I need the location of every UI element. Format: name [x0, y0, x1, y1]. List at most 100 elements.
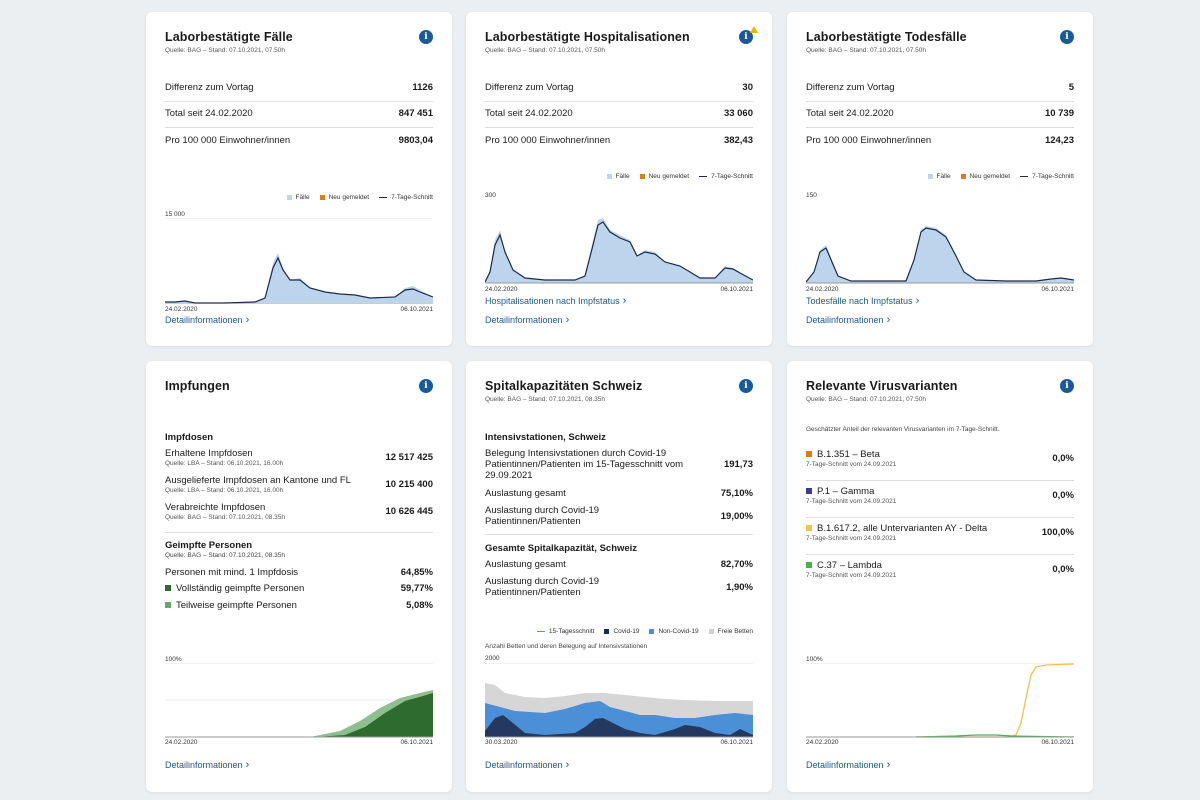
variant-row: P.1 – Gamma 7-Tage-Schnitt vom 24.09.2021… [806, 486, 1074, 505]
x-axis-start: 24.02.2020 [806, 286, 839, 293]
info-icon[interactable]: i [1060, 30, 1074, 44]
icu-row: Belegung Intensivstationen durch Covid-1… [485, 448, 753, 481]
card-hospital-capacity: Spitalkapazitäten Schweiz Quelle: BAG – … [466, 361, 772, 792]
detail-link[interactable]: Detailinformationen [165, 314, 249, 326]
x-axis-end: 06.10.2021 [720, 739, 753, 746]
chart-legend: 15-Tagesschnitt Covid-19 Non-Covid-19 Fr… [536, 628, 753, 635]
total-row: Auslastung durch Covid-19 Patientinnen/P… [485, 576, 753, 598]
divider [485, 127, 753, 128]
x-axis-end: 06.10.2021 [400, 306, 433, 313]
variant-beta-icon [806, 451, 812, 457]
detail-link[interactable]: Detailinformationen [806, 759, 890, 771]
divider [806, 517, 1074, 518]
legend-cases: Fälle [286, 194, 310, 201]
info-icon[interactable]: i [739, 30, 753, 44]
divider [485, 101, 753, 102]
y-axis-max: 100% [165, 656, 182, 663]
detail-link[interactable]: Detailinformationen [485, 759, 569, 771]
people-row: Vollständig geimpfte Personen 59,77% [165, 583, 433, 594]
legend-new: Neu gemeldet [960, 173, 1010, 180]
variant-lambda-icon [806, 562, 812, 568]
divider [165, 532, 433, 533]
legend-free: Freie Betten [708, 628, 753, 635]
stat-row: Pro 100 000 Einwohner/innen 9803,04 [165, 135, 433, 146]
legend-cases: Fälle [606, 173, 630, 180]
card-title: Impfungen [165, 379, 230, 393]
legend-new: Neu gemeldet [639, 173, 689, 180]
chart-note: Anzahl Betten und deren Belegung auf Int… [485, 643, 648, 650]
legend-avg: 7-Tage-Schnitt [379, 194, 433, 201]
legend-new: Neu gemeldet [319, 194, 369, 201]
people-row: Teilweise geimpfte Personen 5,08% [165, 600, 433, 611]
variant-delta-icon [806, 525, 812, 531]
x-axis-start: 24.02.2020 [485, 286, 518, 293]
info-icon[interactable]: i [419, 30, 433, 44]
stat-row: Total seit 24.02.2020 33 060 [485, 108, 753, 119]
card-title: Laborbestätigte Hospitalisationen [485, 30, 690, 44]
card-cases: Laborbestätigte Fälle Quelle: BAG – Stan… [146, 12, 452, 346]
chart-legend: Fälle Neu gemeldet 7-Tage-Schnitt [606, 173, 753, 180]
y-axis-max: 100% [806, 656, 823, 663]
deaths-chart [806, 226, 1074, 284]
x-axis-start: 24.02.2020 [165, 739, 198, 746]
legend-avg: 7-Tage-Schnitt [699, 173, 753, 180]
stat-row: Pro 100 000 Einwohner/innen 382,43 [485, 135, 753, 146]
divider [806, 127, 1074, 128]
icu-row: Auslastung gesamt 75,10% [485, 488, 753, 499]
card-source: Quelle: BAG – Stand: 07.10.2021, 07.50h [485, 47, 605, 54]
divider [806, 101, 1074, 102]
divider [806, 554, 1074, 555]
legend-partial-icon [165, 602, 171, 608]
card-hospitalisations: Laborbestätigte Hospitalisationen Quelle… [466, 12, 772, 346]
y-axis-max: 150 [806, 192, 817, 199]
dose-row: Erhaltene Impfdosen Quelle: LBA – Stand: … [165, 448, 433, 467]
x-axis-start: 30.03.2020 [485, 739, 518, 746]
info-icon[interactable]: i [419, 379, 433, 393]
vaccination-status-link[interactable]: Todesfälle nach Impfstatus [806, 295, 919, 307]
divider [165, 101, 433, 102]
variant-row: B.1.351 – Beta 7-Tage-Schnitt vom 24.09.2… [806, 449, 1074, 468]
y-axis-max: 300 [485, 192, 496, 199]
detail-link[interactable]: Detailinformationen [165, 759, 249, 771]
total-row: Auslastung gesamt 82,70% [485, 559, 753, 570]
stat-row: Differenz zum Vortag 30 [485, 82, 753, 93]
dose-row: Ausgelieferte Impfdosen an Kantone und F… [165, 475, 433, 494]
x-axis-start: 24.02.2020 [806, 739, 839, 746]
vaccination-chart [165, 663, 433, 738]
hosp-chart [485, 218, 753, 284]
variants-note: Geschätzter Anteil der relevanten Virusv… [806, 426, 1000, 433]
icu-heading: Intensivstationen, Schweiz [485, 432, 606, 443]
y-axis-max: 2000 [485, 655, 500, 662]
vaccination-status-link[interactable]: Hospitalisationen nach Impfstatus [485, 295, 626, 307]
divider [165, 127, 433, 128]
variant-row: B.1.617.2, alle Untervarianten AY - Delt… [806, 523, 1074, 542]
card-vaccinations: Impfungen i Impfdosen Erhaltene Impfdose… [146, 361, 452, 792]
card-title: Laborbestätigte Fälle [165, 30, 293, 44]
legend-avg: 7-Tage-Schnitt [1020, 173, 1074, 180]
detail-link[interactable]: Detailinformationen [485, 314, 569, 326]
warning-icon [750, 26, 758, 33]
x-axis-start: 24.02.2020 [165, 306, 198, 313]
variants-chart [806, 663, 1074, 738]
divider [485, 534, 753, 535]
card-title: Spitalkapazitäten Schweiz [485, 379, 643, 393]
legend-covid: Covid-19 [604, 628, 639, 635]
info-icon[interactable]: i [739, 379, 753, 393]
divider [806, 480, 1074, 481]
card-deaths: Laborbestätigte Todesfälle Quelle: BAG –… [787, 12, 1093, 346]
doses-heading: Impfdosen [165, 432, 214, 443]
stat-row: Total seit 24.02.2020 10 739 [806, 108, 1074, 119]
detail-link[interactable]: Detailinformationen [806, 314, 890, 326]
x-axis-end: 06.10.2021 [720, 286, 753, 293]
icu-row: Auslastung durch Covid-19 Patientinnen/P… [485, 505, 753, 527]
card-source: Quelle: BAG – Stand: 07.10.2021, 08.35h [485, 396, 605, 403]
card-source: Quelle: BAG – Stand: 07.10.2021, 07.50h [806, 47, 926, 54]
info-icon[interactable]: i [1060, 379, 1074, 393]
people-source: Quelle: BAG – Stand: 07.10.2021, 08.35h [165, 552, 285, 559]
people-heading: Geimpfte Personen [165, 540, 253, 551]
people-row: Personen mit mind. 1 Impfdosis 64,85% [165, 567, 433, 578]
chart-legend: Fälle Neu gemeldet 7-Tage-Schnitt [286, 194, 433, 201]
card-source: Quelle: BAG – Stand: 07.10.2021, 07.50h [806, 396, 926, 403]
legend-avg: 15-Tagesschnitt [536, 628, 594, 635]
stat-row: Differenz zum Vortag 1126 [165, 82, 433, 93]
